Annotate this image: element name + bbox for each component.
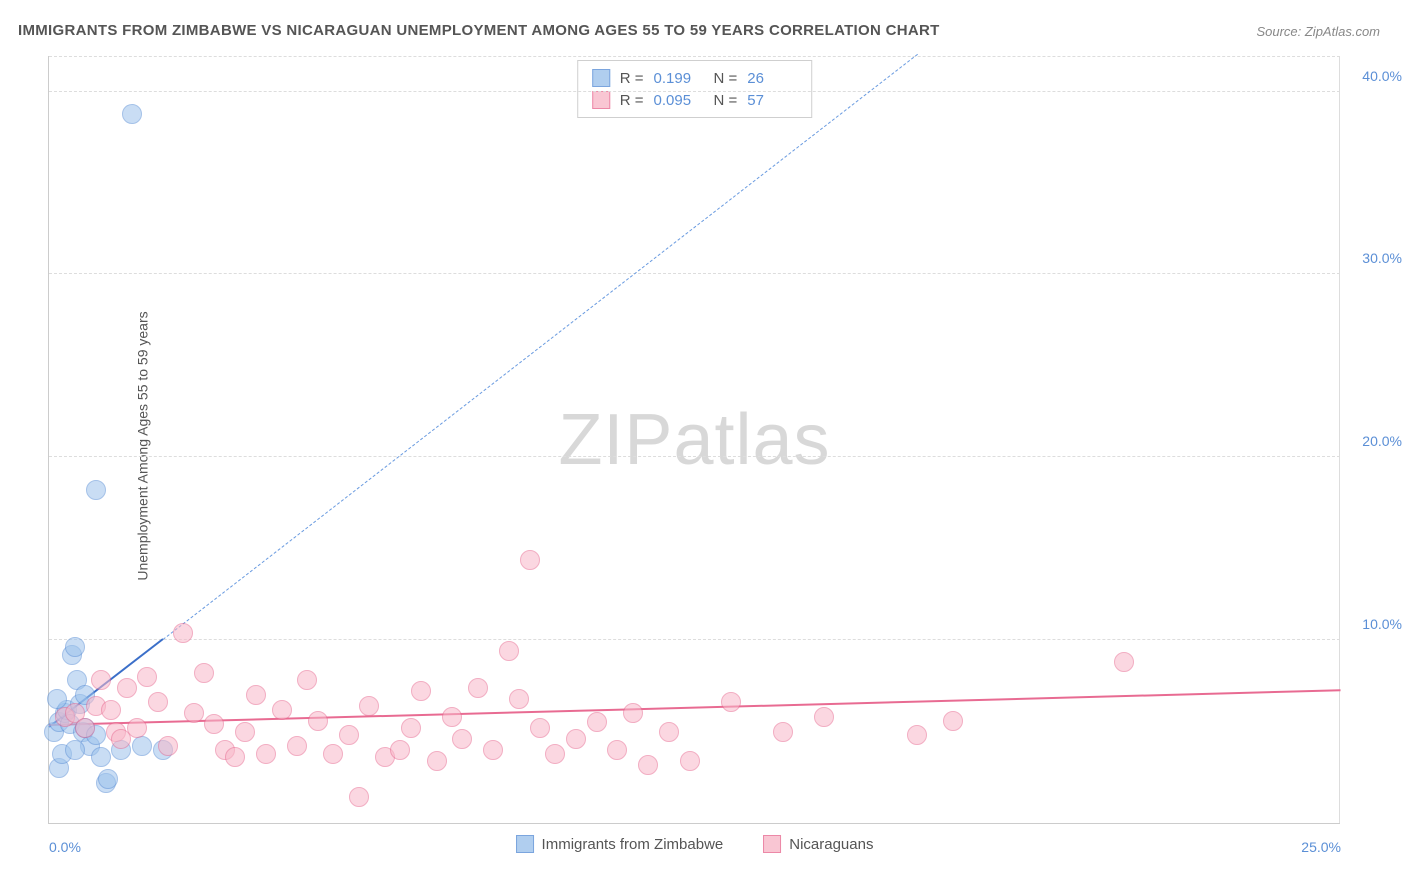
- data-point-nicaraguans: [943, 711, 963, 731]
- data-point-nicaraguans: [204, 714, 224, 734]
- x-tick-label: 25.0%: [1301, 839, 1341, 855]
- stats-row-zimbabwe: R = 0.199 N = 26: [592, 67, 798, 89]
- gridline: [49, 639, 1340, 640]
- data-point-nicaraguans: [509, 689, 529, 709]
- r-value: 0.095: [654, 92, 704, 109]
- data-point-zimbabwe: [91, 747, 111, 767]
- data-point-nicaraguans: [427, 751, 447, 771]
- data-point-nicaraguans: [173, 623, 193, 643]
- data-point-nicaraguans: [587, 712, 607, 732]
- data-point-nicaraguans: [1114, 652, 1134, 672]
- data-point-nicaraguans: [452, 729, 472, 749]
- x-tick-label: 0.0%: [49, 839, 81, 855]
- source-credit: Source: ZipAtlas.com: [1256, 24, 1380, 39]
- data-point-nicaraguans: [272, 700, 292, 720]
- trend-line: [49, 689, 1341, 726]
- gridline: [49, 273, 1340, 274]
- legend-swatch: [516, 835, 534, 853]
- data-point-nicaraguans: [225, 747, 245, 767]
- n-value: 26: [747, 70, 797, 87]
- data-point-nicaraguans: [111, 729, 131, 749]
- data-point-nicaraguans: [520, 550, 540, 570]
- legend-label: Immigrants from Zimbabwe: [542, 836, 724, 853]
- data-point-nicaraguans: [659, 722, 679, 742]
- data-point-nicaraguans: [287, 736, 307, 756]
- legend-swatch: [592, 69, 610, 87]
- y-tick-label: 10.0%: [1362, 616, 1402, 632]
- r-label: R =: [620, 70, 644, 87]
- data-point-nicaraguans: [339, 725, 359, 745]
- stats-legend: R = 0.199 N = 26 R = 0.095 N = 57: [577, 60, 813, 118]
- data-point-zimbabwe: [98, 769, 118, 789]
- data-point-nicaraguans: [607, 740, 627, 760]
- watermark-thin: atlas: [673, 400, 830, 480]
- data-point-nicaraguans: [814, 707, 834, 727]
- data-point-zimbabwe: [86, 480, 106, 500]
- plot-area: ZIPatlas R =0.199N =26R =0.095N =57 Immi…: [48, 56, 1340, 824]
- data-point-zimbabwe: [65, 740, 85, 760]
- chart-title: IMMIGRANTS FROM ZIMBABWE VS NICARAGUAN U…: [18, 22, 940, 39]
- n-label: N =: [714, 92, 738, 109]
- legend-item-nicaraguans: Nicaraguans: [763, 835, 873, 853]
- gridline: [49, 456, 1340, 457]
- data-point-nicaraguans: [545, 744, 565, 764]
- legend-swatch: [763, 835, 781, 853]
- data-point-zimbabwe: [122, 104, 142, 124]
- data-point-nicaraguans: [235, 722, 255, 742]
- data-point-nicaraguans: [468, 678, 488, 698]
- stats-row-nicaraguans: R = 0.095 N = 57: [592, 89, 798, 111]
- data-point-nicaraguans: [638, 755, 658, 775]
- data-point-nicaraguans: [623, 703, 643, 723]
- data-point-nicaraguans: [499, 641, 519, 661]
- data-point-zimbabwe: [65, 637, 85, 657]
- data-point-nicaraguans: [308, 711, 328, 731]
- legend-item-zimbabwe: Immigrants from Zimbabwe: [516, 835, 724, 853]
- data-point-nicaraguans: [117, 678, 137, 698]
- data-point-nicaraguans: [158, 736, 178, 756]
- y-tick-label: 20.0%: [1362, 433, 1402, 449]
- data-point-nicaraguans: [194, 663, 214, 683]
- data-point-nicaraguans: [359, 696, 379, 716]
- bottom-legend: Immigrants from Zimbabwe Nicaraguans: [516, 835, 874, 853]
- data-point-nicaraguans: [349, 787, 369, 807]
- n-value: 57: [747, 92, 797, 109]
- data-point-nicaraguans: [137, 667, 157, 687]
- data-point-zimbabwe: [47, 689, 67, 709]
- data-point-nicaraguans: [483, 740, 503, 760]
- data-point-nicaraguans: [566, 729, 586, 749]
- data-point-nicaraguans: [907, 725, 927, 745]
- data-point-nicaraguans: [184, 703, 204, 723]
- data-point-nicaraguans: [75, 718, 95, 738]
- plot-right-border: [1339, 56, 1340, 823]
- watermark-bold: ZIP: [558, 400, 673, 480]
- data-point-nicaraguans: [91, 670, 111, 690]
- data-point-zimbabwe: [132, 736, 152, 756]
- data-point-nicaraguans: [101, 700, 121, 720]
- watermark: ZIPatlas: [558, 399, 830, 481]
- data-point-nicaraguans: [401, 718, 421, 738]
- legend-swatch: [592, 91, 610, 109]
- data-point-nicaraguans: [442, 707, 462, 727]
- data-point-nicaraguans: [323, 744, 343, 764]
- data-point-nicaraguans: [680, 751, 700, 771]
- legend-label: Nicaraguans: [789, 836, 873, 853]
- data-point-nicaraguans: [256, 744, 276, 764]
- gridline: [49, 56, 1340, 57]
- n-label: N =: [714, 70, 738, 87]
- data-point-nicaraguans: [773, 722, 793, 742]
- r-label: R =: [620, 92, 644, 109]
- r-value: 0.199: [654, 70, 704, 87]
- y-tick-label: 40.0%: [1362, 68, 1402, 84]
- data-point-nicaraguans: [721, 692, 741, 712]
- data-point-nicaraguans: [530, 718, 550, 738]
- data-point-nicaraguans: [390, 740, 410, 760]
- gridline: [49, 91, 1340, 92]
- trend-line-dashed: [162, 54, 917, 640]
- data-point-nicaraguans: [246, 685, 266, 705]
- y-tick-label: 30.0%: [1362, 250, 1402, 266]
- data-point-nicaraguans: [411, 681, 431, 701]
- data-point-nicaraguans: [148, 692, 168, 712]
- data-point-nicaraguans: [297, 670, 317, 690]
